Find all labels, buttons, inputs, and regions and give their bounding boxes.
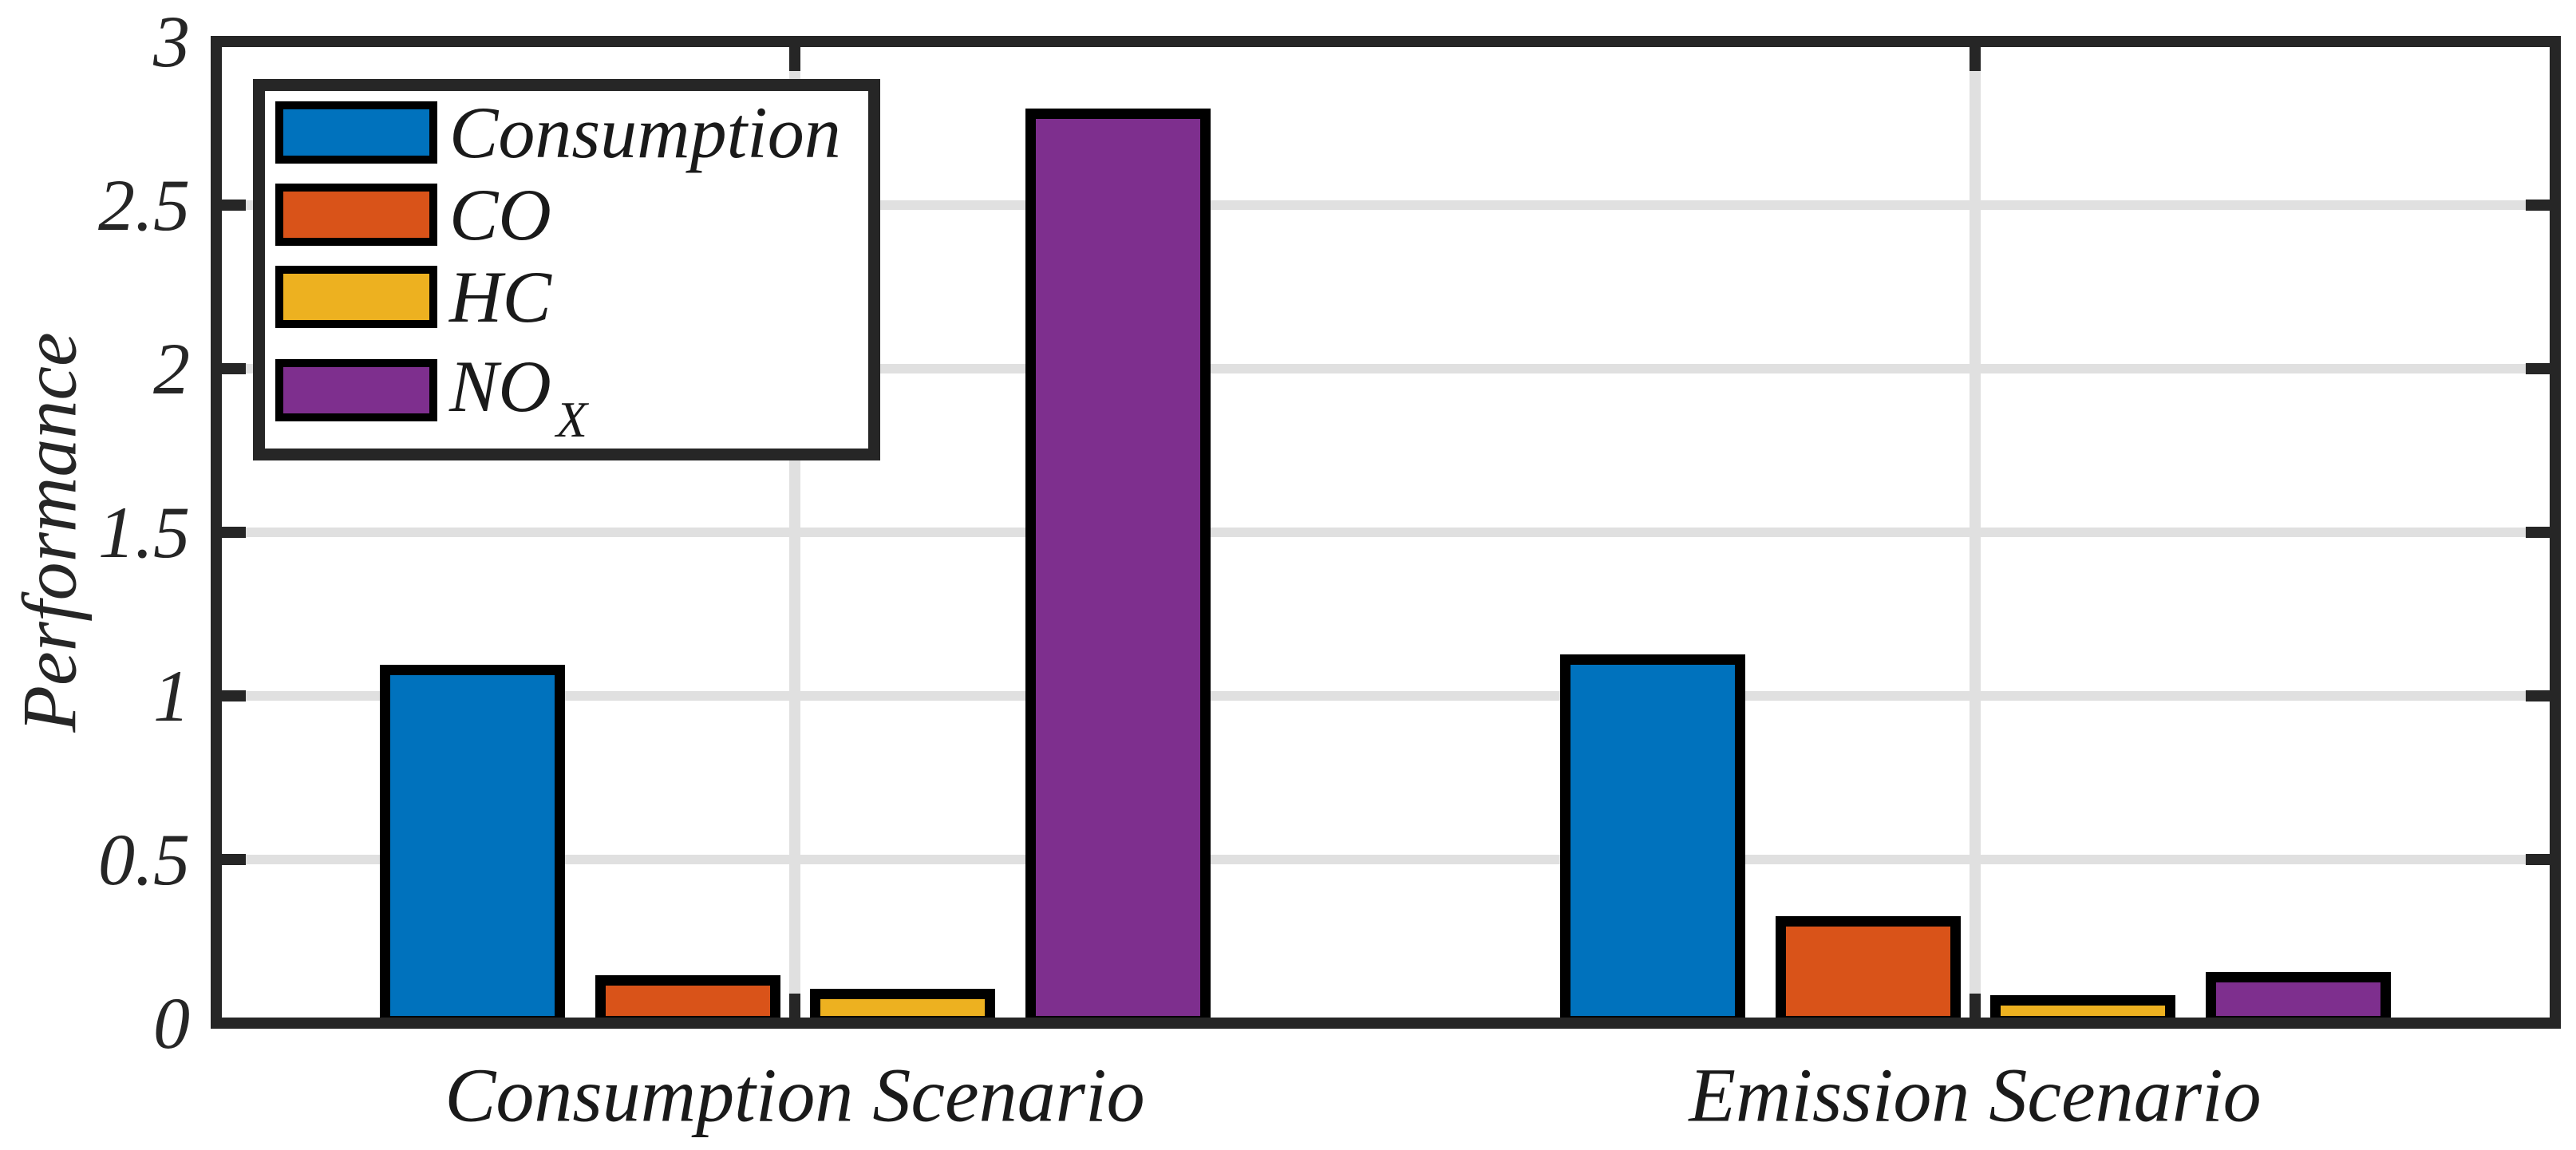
y-tick-label-3: 3 (153, 1, 190, 82)
bar-nox-consumption-scenario (1025, 108, 1211, 1026)
y-tick-label-1: 1 (153, 655, 190, 737)
right-y-tick-2 (2526, 363, 2550, 374)
legend-swatch-co (275, 184, 437, 246)
legend-label-co: CO (449, 174, 551, 255)
left-y-tick-3 (222, 36, 246, 47)
bottom-x-tick-category-2 (1970, 994, 1981, 1018)
legend-item-hc: HC (275, 260, 551, 334)
legend: Consumption CO HC NOX (253, 79, 880, 460)
h-gridline-1 (222, 691, 2550, 701)
right-y-tick-1 (2526, 690, 2550, 701)
legend-swatch-nox (275, 359, 437, 421)
x-category-label-emission-scenario: Emission Scenario (1689, 1052, 2262, 1138)
right-y-tick-0 (2526, 1018, 2550, 1029)
left-y-tick-2p5 (222, 200, 246, 211)
legend-item-consumption: Consumption (275, 96, 841, 169)
legend-swatch-hc (275, 266, 437, 328)
top-x-tick-category-1 (789, 47, 800, 71)
y-axis-label: Performance (6, 332, 93, 733)
left-y-tick-0p5 (222, 854, 246, 865)
right-y-tick-3 (2526, 36, 2550, 47)
bar-co-emission-scenario (1775, 916, 1961, 1026)
y-tick-label-2p5: 2.5 (98, 164, 190, 246)
bar-consumption-consumption-scenario (379, 664, 565, 1026)
bar-nox-emission-scenario (2205, 972, 2391, 1026)
legend-item-nox: NOX (275, 350, 587, 448)
x-category-label-consumption-scenario: Consumption Scenario (444, 1052, 1145, 1138)
right-y-tick-0p5 (2526, 854, 2550, 865)
y-tick-label-1p5: 1.5 (98, 492, 190, 573)
y-tick-label-0: 0 (153, 982, 190, 1064)
legend-label-consumption: Consumption (449, 92, 841, 173)
bar-hc-emission-scenario (1989, 994, 2175, 1026)
h-gridline-0p5 (222, 855, 2550, 864)
left-y-tick-0 (222, 1018, 246, 1029)
top-x-tick-category-2 (1970, 47, 1981, 71)
legend-label-hc: HC (449, 256, 551, 338)
right-y-tick-2p5 (2526, 200, 2550, 211)
right-y-tick-1p5 (2526, 527, 2550, 538)
bar-co-consumption-scenario (595, 975, 780, 1026)
bar-consumption-emission-scenario (1559, 654, 1745, 1026)
h-gridline-1p5 (222, 528, 2550, 537)
bottom-x-tick-category-1 (789, 994, 800, 1018)
y-tick-label-2: 2 (153, 328, 190, 409)
legend-label-subscript-nox: X (555, 391, 587, 448)
legend-item-co: CO (275, 178, 551, 251)
y-tick-label-0p5: 0.5 (98, 819, 190, 900)
legend-label-nox: NOX (449, 350, 587, 448)
v-gridline-category-2 (1970, 47, 1981, 1018)
bar-hc-consumption-scenario (809, 988, 995, 1026)
left-y-tick-1 (222, 690, 246, 701)
legend-swatch-consumption (275, 101, 437, 164)
left-y-tick-2 (222, 363, 246, 374)
left-y-tick-1p5 (222, 527, 246, 538)
